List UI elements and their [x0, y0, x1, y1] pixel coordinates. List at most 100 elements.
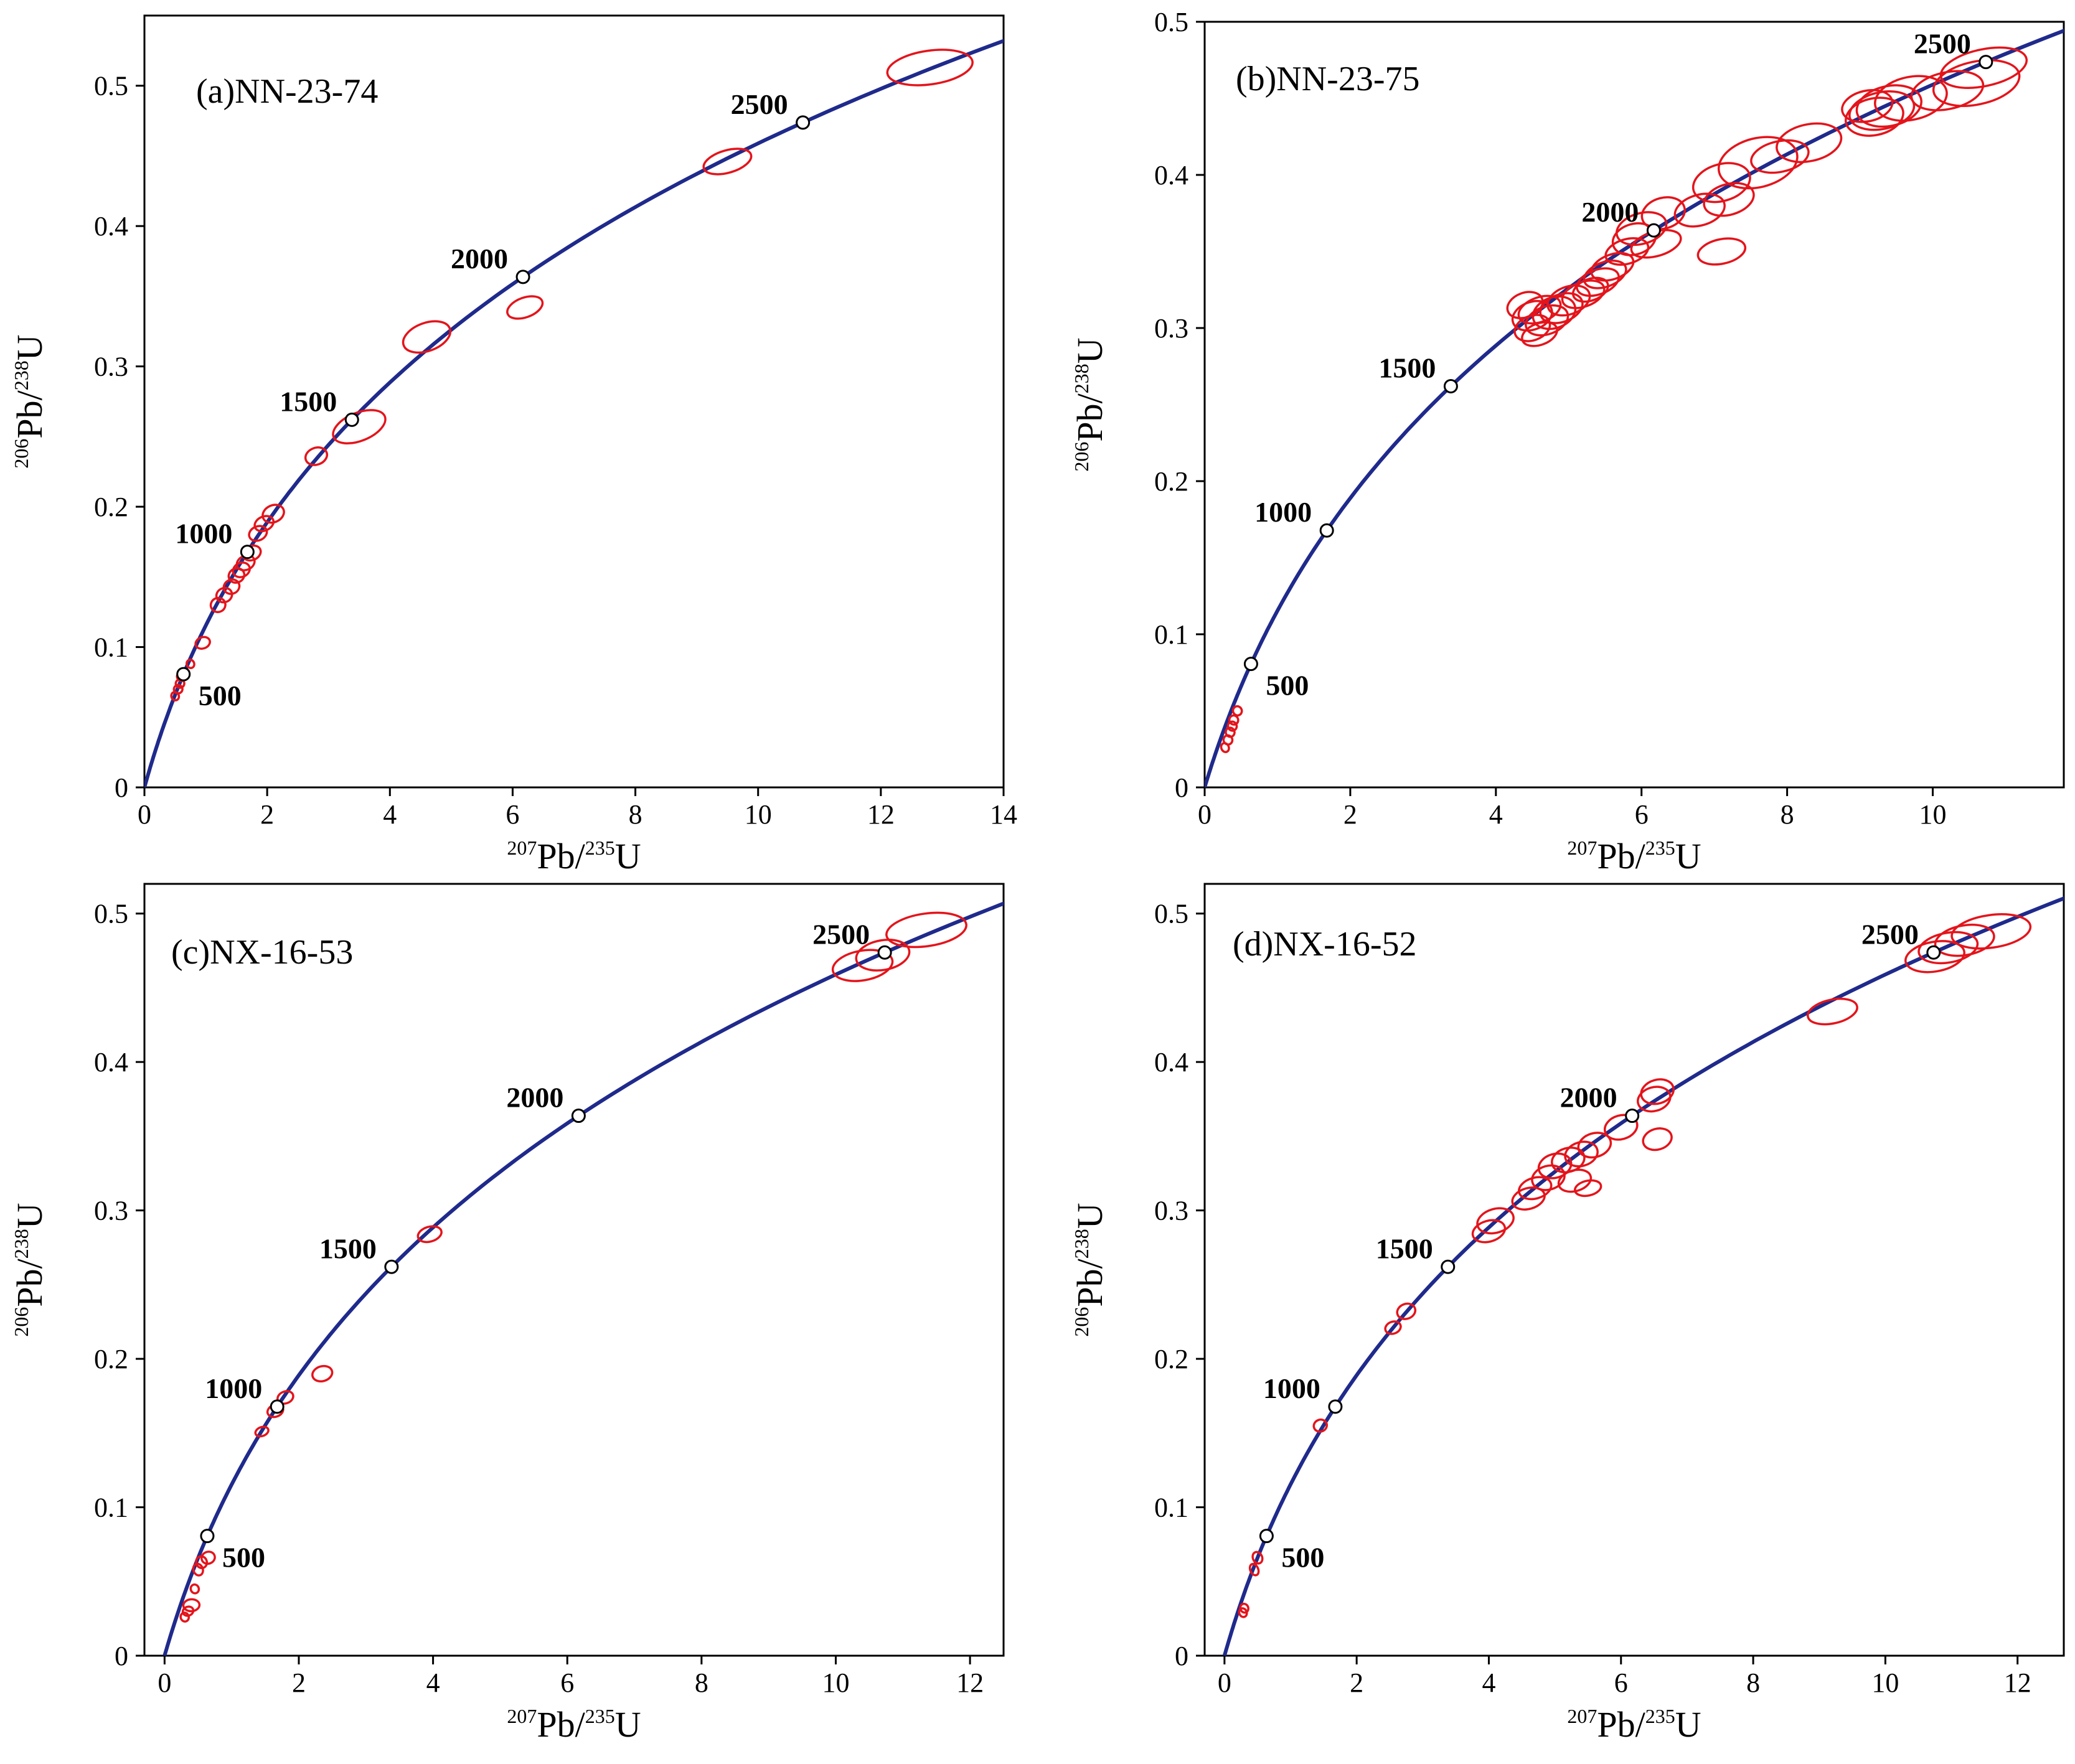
y-axis-title: 206Pb/238U [9, 1203, 50, 1336]
error-ellipse [1950, 913, 2032, 950]
x-tick-label: 6 [506, 799, 519, 830]
x-tick-label: 6 [560, 1668, 574, 1698]
x-tick-label: 2 [260, 799, 274, 830]
age-label: 2000 [1581, 196, 1639, 228]
error-ellipse [1696, 237, 1747, 266]
axis-title-part: U [9, 334, 50, 360]
error-ellipse [248, 525, 268, 542]
age-label: 2500 [812, 918, 870, 950]
age-marker [1328, 1399, 1343, 1414]
age-marker [1979, 55, 1993, 70]
age-marker [270, 1399, 285, 1414]
age-marker [1625, 1109, 1640, 1124]
axis-title-part: 206 [10, 1307, 32, 1337]
y-tick-label: 0.4 [94, 211, 128, 242]
age-marker [877, 945, 892, 960]
axis-title-part: 235 [1645, 1705, 1675, 1727]
error-ellipse [1640, 1078, 1675, 1105]
error-ellipse [261, 504, 285, 524]
age-label: 2500 [731, 88, 788, 120]
error-ellipse [172, 683, 184, 695]
error-ellipse [1312, 1418, 1329, 1433]
concordia-curve [162, 901, 1004, 1656]
error-ellipse [1511, 299, 1553, 332]
x-tick-label: 4 [1482, 1668, 1495, 1698]
axis-title-part: 238 [1070, 364, 1093, 393]
error-ellipse [209, 596, 227, 614]
age-label: 2000 [1560, 1082, 1617, 1114]
error-ellipse [311, 1364, 334, 1382]
y-axis-title: 206Pb/238U [1070, 1203, 1110, 1336]
x-tick-label: 8 [695, 1668, 708, 1698]
y-tick-label: 0.1 [94, 632, 128, 663]
x-axis-title: 207Pb/235U [507, 836, 641, 876]
error-ellipse [1640, 196, 1686, 230]
x-tick-label: 2 [1350, 1668, 1363, 1698]
axis-title-part: 207 [1567, 1705, 1597, 1727]
panel-title: (d)NX-16-52 [1233, 925, 1416, 964]
error-ellipse [1248, 1562, 1260, 1577]
age-marker [1926, 945, 1941, 960]
age-label: 1500 [1376, 1232, 1433, 1264]
axis-title-part: 238 [1070, 1229, 1093, 1259]
error-ellipse [1396, 1302, 1417, 1320]
error-ellipse [1222, 734, 1234, 746]
x-tick-label: 0 [158, 1668, 171, 1698]
ellipse-group [1238, 913, 2032, 1618]
x-axis-title: 207Pb/235U [1567, 836, 1701, 876]
axis-title-part: Pb/ [9, 1258, 50, 1307]
error-ellipse [1932, 59, 2021, 107]
y-tick-label: 0.1 [1154, 619, 1188, 650]
x-axis-title: 207Pb/235U [1567, 1704, 1701, 1745]
age-marker [1259, 1529, 1274, 1544]
error-ellipse [304, 446, 329, 466]
panel-c: 0 2 4 6 8 10 1200.10.20.30.40.5207Pb/235U206Pb… [9, 883, 1005, 1745]
x-tick-label: 10 [1919, 799, 1946, 830]
error-ellipse [1574, 1179, 1602, 1198]
concordia-curve [144, 39, 1004, 787]
ellipse-group [170, 49, 974, 701]
x-tick-label: 14 [990, 799, 1017, 830]
axis-title-part: U [615, 1704, 641, 1745]
error-ellipse [1557, 1168, 1593, 1193]
error-ellipse [1220, 742, 1230, 753]
age-label: 1500 [280, 385, 337, 417]
error-ellipse [1471, 1219, 1507, 1244]
x-tick-label: 4 [426, 1668, 440, 1698]
error-ellipse [192, 1562, 204, 1577]
error-ellipse [189, 1583, 200, 1595]
panel-title: (a)NN-23-74 [196, 72, 378, 111]
axis-title-part: Pb/ [9, 390, 50, 438]
axis-title-part: U [615, 836, 641, 876]
error-ellipse [1231, 705, 1243, 717]
panel-a: 0 2 4 6 8 10 12 1400.10.20.30.40.5207Pb/235U206… [9, 14, 1017, 876]
error-ellipse [1590, 251, 1635, 282]
error-ellipse [182, 1598, 201, 1613]
error-ellipse [1841, 89, 1894, 123]
age-marker [240, 545, 255, 560]
axis-title-part: 238 [10, 1229, 32, 1259]
error-ellipse [1571, 276, 1609, 303]
age-marker [796, 115, 811, 130]
x-tick-label: 10 [745, 799, 772, 830]
error-ellipse [1521, 321, 1558, 347]
y-tick-label: 0.5 [1154, 7, 1188, 37]
x-tick-label: 0 [1218, 1668, 1231, 1698]
age-marker [344, 412, 359, 427]
x-tick-label: 12 [867, 799, 895, 830]
axis-title-part: 238 [10, 360, 32, 390]
error-ellipse [194, 636, 211, 650]
error-ellipse [1874, 75, 1948, 122]
age-marker [571, 1109, 586, 1124]
y-axis-title: 206Pb/238U [1070, 337, 1110, 471]
error-ellipse [254, 1425, 270, 1438]
error-ellipse [1637, 1086, 1672, 1113]
panel-title: (b)NN-23-75 [1236, 60, 1419, 98]
ellipse-group [179, 911, 967, 1623]
x-tick-label: 0 [138, 799, 151, 830]
error-ellipse [1917, 931, 1979, 965]
axis-title-part: Pb/ [1070, 1258, 1110, 1307]
y-tick-label: 0.1 [1154, 1493, 1188, 1523]
x-tick-label: 8 [629, 799, 642, 830]
age-label: 1000 [1263, 1372, 1320, 1404]
